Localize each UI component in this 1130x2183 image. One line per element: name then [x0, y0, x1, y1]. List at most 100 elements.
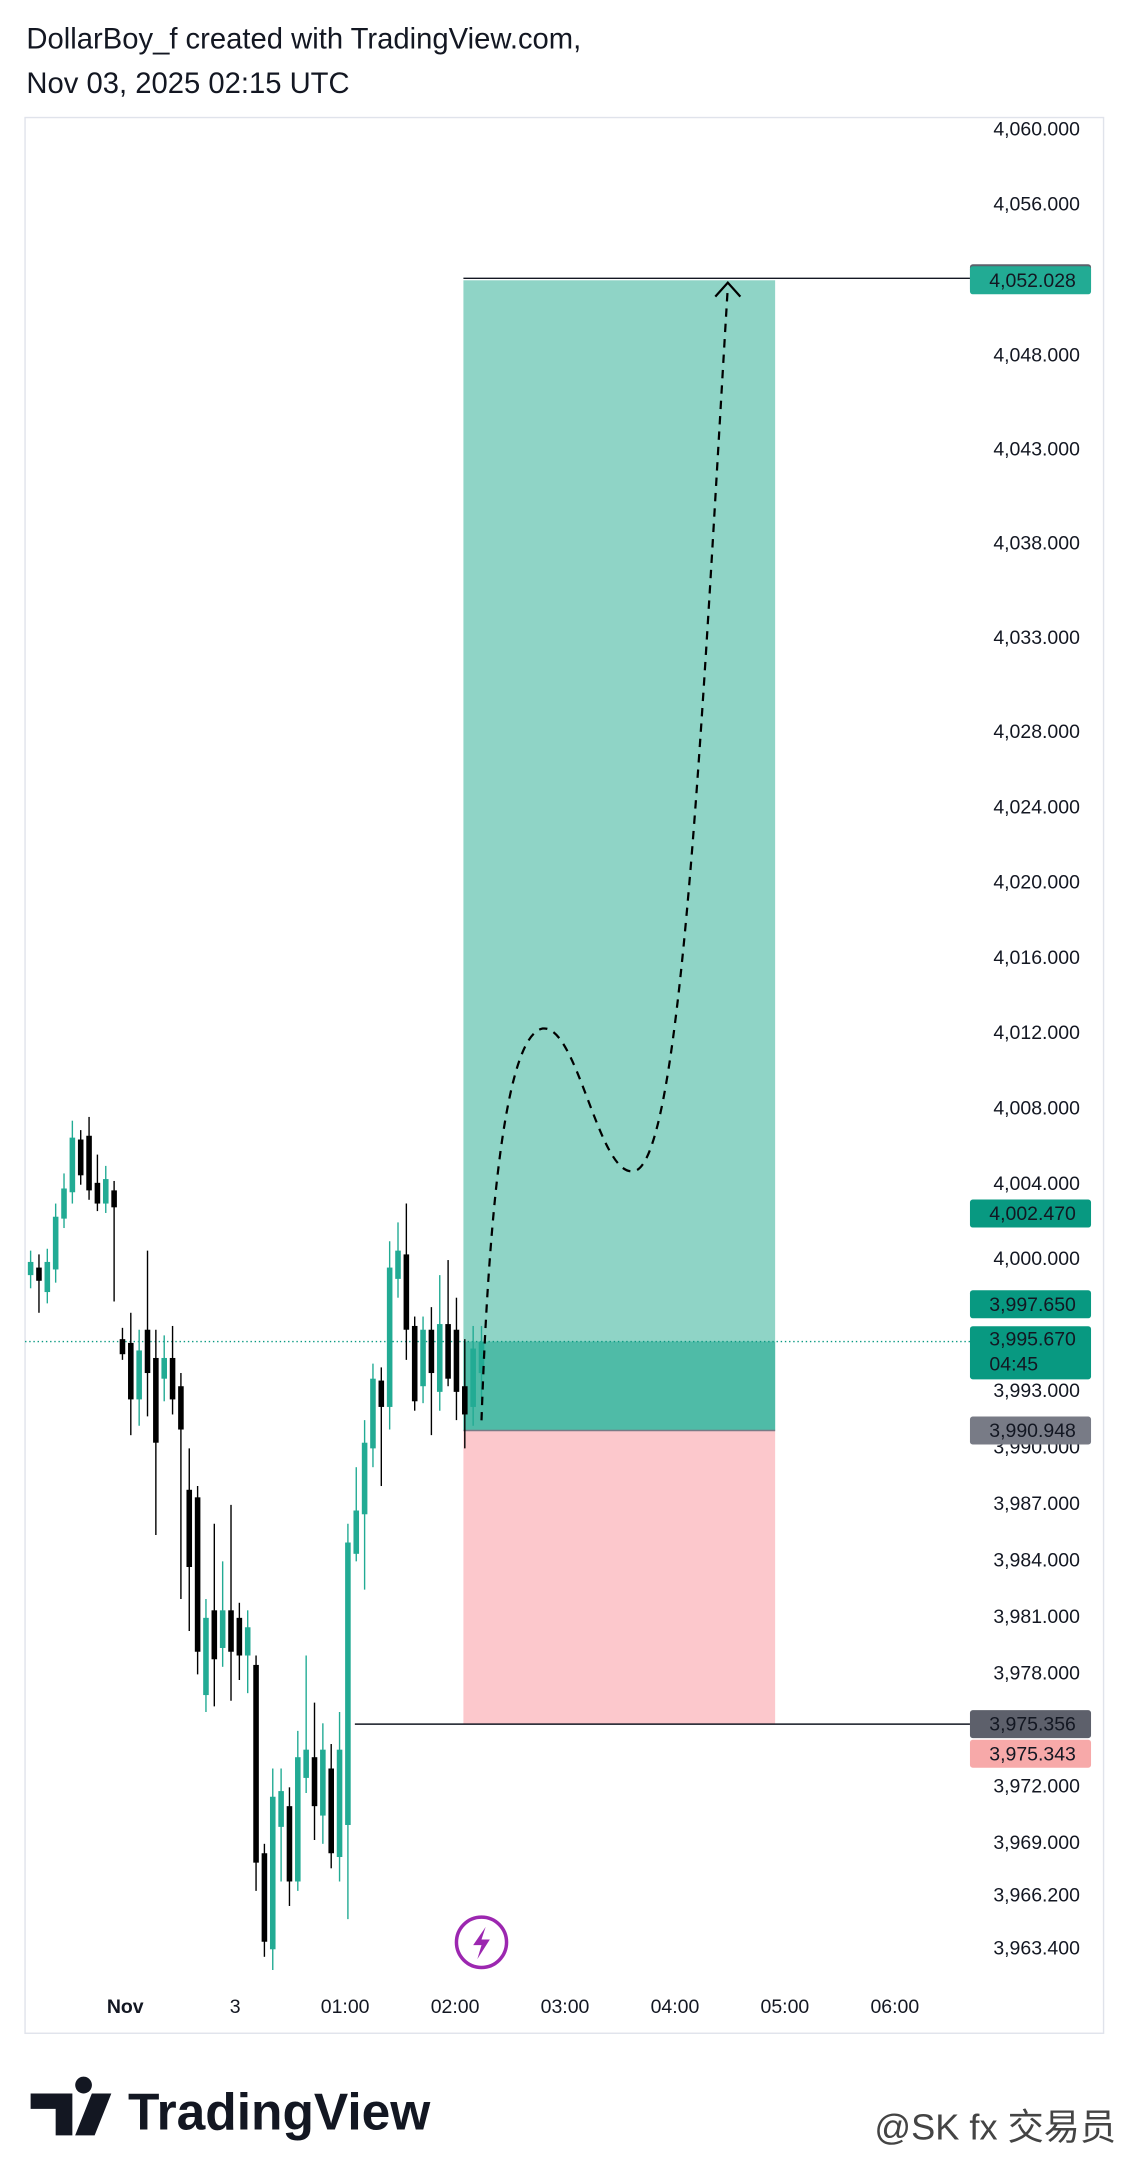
y-tick-label: 4,020.000 — [993, 872, 1080, 894]
x-tick-label: Nov — [107, 1996, 144, 2018]
y-tick-label: 4,043.000 — [993, 438, 1080, 460]
x-tick-label: 03:00 — [541, 1996, 590, 2018]
candle-body — [136, 1350, 142, 1400]
y-tick-label: 3,987.000 — [993, 1493, 1080, 1515]
y-tick-label: 3,966.200 — [993, 1885, 1080, 1907]
candle-body — [219, 1610, 226, 1648]
candle-body — [211, 1610, 218, 1660]
price-label: 4,002.470 — [989, 1203, 1076, 1225]
y-tick-label: 4,000.000 — [993, 1248, 1080, 1270]
price-label-bg — [969, 266, 1092, 295]
candle-body — [295, 1757, 301, 1882]
candle-body — [44, 1261, 51, 1293]
candle-body — [269, 1796, 276, 1950]
candle-body — [61, 1188, 67, 1219]
projection-path — [480, 286, 729, 1421]
chart-frame — [24, 116, 1105, 2034]
x-tick-label: 02:00 — [431, 1996, 480, 2018]
price-label-bg — [969, 1739, 1092, 1768]
y-tick-label: 3,981.000 — [993, 1606, 1080, 1628]
candle-body — [52, 1216, 59, 1270]
candle-body — [336, 1749, 343, 1858]
tv-logo-mark — [30, 2076, 112, 2136]
candle-body — [203, 1617, 209, 1696]
x-tick-label: 05:00 — [761, 1996, 810, 2018]
y-tick-label: 3,978.000 — [993, 1662, 1080, 1684]
candle-body — [453, 1329, 460, 1392]
candle-body — [77, 1139, 84, 1176]
y-tick-label: 4,004.000 — [993, 1173, 1080, 1195]
candle-body — [411, 1325, 418, 1402]
candle-body — [178, 1386, 184, 1430]
y-tick-label: 4,008.000 — [993, 1098, 1080, 1120]
candle-body — [428, 1329, 435, 1374]
candle-body — [370, 1378, 376, 1449]
price-label-bg — [969, 1710, 1092, 1739]
price-label: 3,997.650 — [989, 1294, 1076, 1316]
lightning — [473, 1926, 490, 1960]
candle-body — [345, 1542, 351, 1825]
x-tick-label: 06:00 — [870, 1996, 919, 2018]
candle-body — [253, 1664, 259, 1863]
candle-body — [228, 1610, 234, 1652]
candle-body — [361, 1442, 368, 1515]
y-tick-label: 4,028.000 — [993, 721, 1080, 743]
candle-body — [386, 1267, 393, 1407]
x-tick-label: 01:00 — [321, 1996, 370, 2018]
y-tick-label: 3,972.000 — [993, 1775, 1080, 1797]
price-label-bg — [969, 1199, 1092, 1228]
price-label: 3,990.948 — [989, 1420, 1076, 1442]
candle-body — [462, 1386, 468, 1415]
price-label-bg — [969, 1290, 1092, 1319]
candle-body — [119, 1339, 126, 1355]
x-tick-label: 04:00 — [651, 1996, 700, 2018]
header-line: Nov 03, 2025 02:15 UTC — [26, 67, 349, 100]
last-price-label: 3,995.670 — [989, 1328, 1076, 1350]
price-label: 3,975.343 — [989, 1743, 1076, 1765]
candle-body — [186, 1489, 193, 1568]
x-tick-label: 3 — [230, 1996, 241, 2018]
last-price-bg — [969, 1326, 1092, 1380]
candle-body — [436, 1324, 443, 1392]
candle-body — [378, 1380, 385, 1407]
y-tick-label: 3,969.000 — [993, 1832, 1080, 1854]
header-line: DollarBoy_f created with TradingView.com… — [26, 22, 581, 55]
price-label: 3,975.356 — [989, 1714, 1076, 1736]
candle-body — [478, 1341, 485, 1374]
projection-arrow — [714, 280, 742, 298]
candle-body — [111, 1190, 117, 1208]
candle-body — [153, 1357, 159, 1443]
candle-body — [470, 1348, 476, 1407]
candle-body — [144, 1329, 151, 1374]
price-label-bg — [969, 1416, 1092, 1445]
y-tick-label: 3,993.000 — [993, 1380, 1080, 1402]
candle-body — [169, 1357, 176, 1400]
candle-body — [286, 1806, 293, 1882]
candle-body — [303, 1749, 309, 1778]
y-tick-label: 3,984.000 — [993, 1549, 1080, 1571]
candle-body — [128, 1342, 134, 1400]
candle-body — [353, 1510, 360, 1554]
candle-body — [320, 1749, 326, 1816]
y-tick-label: 4,033.000 — [993, 627, 1080, 649]
candle-body — [161, 1357, 167, 1379]
candle-body — [420, 1329, 426, 1387]
y-tick-label: 4,056.000 — [993, 194, 1080, 216]
y-tick-label: 4,024.000 — [993, 796, 1080, 818]
y-tick-label: 4,012.000 — [993, 1022, 1080, 1044]
y-tick-label: 4,060.000 — [993, 118, 1080, 140]
candle-body — [395, 1250, 401, 1279]
candle-body — [445, 1324, 451, 1379]
candle-body — [86, 1135, 92, 1191]
candle-body — [328, 1768, 334, 1854]
y-tick-label: 4,016.000 — [993, 947, 1080, 969]
candle-body — [36, 1267, 42, 1281]
price-label: 4,052.028 — [989, 270, 1076, 292]
candle-body — [261, 1853, 268, 1942]
candle-body — [94, 1182, 101, 1204]
tv-logo-text: TradingView — [128, 2082, 431, 2140]
y-tick-label: 4,048.000 — [993, 344, 1080, 366]
candle-body — [27, 1261, 34, 1276]
candle-body — [244, 1627, 251, 1656]
candle-body — [102, 1179, 109, 1204]
